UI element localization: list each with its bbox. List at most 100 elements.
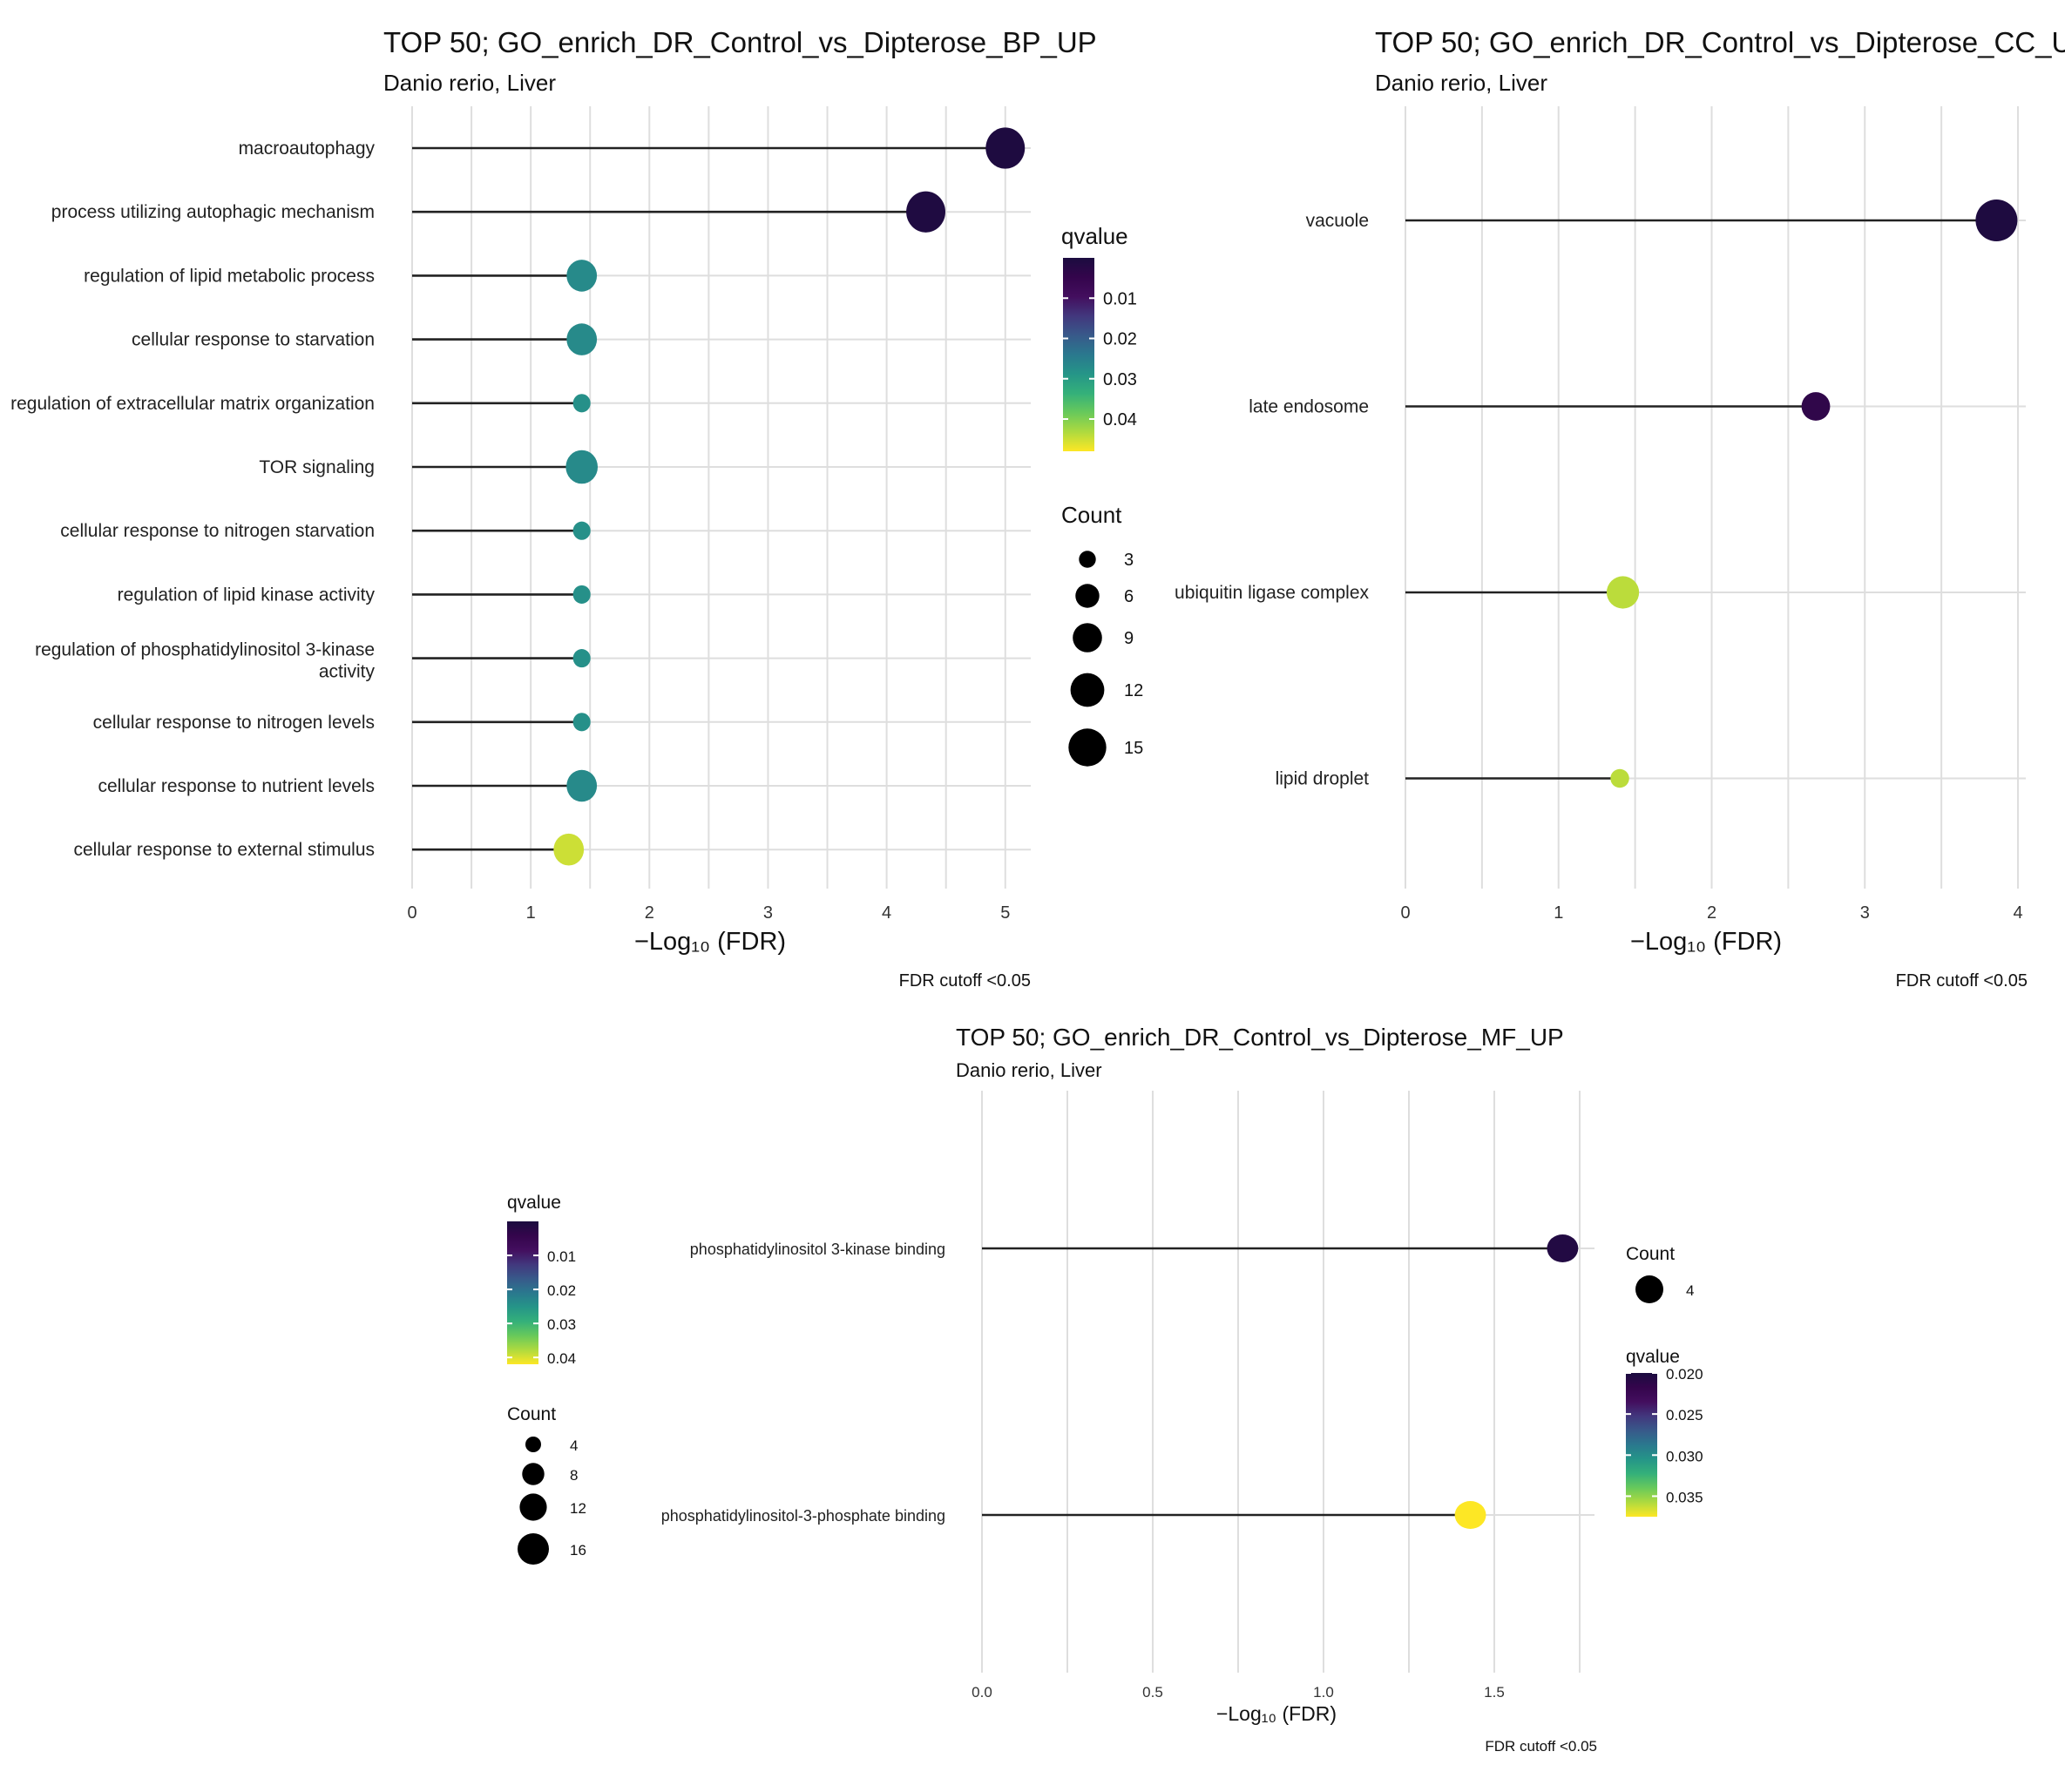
count-legend-dot — [1079, 551, 1096, 568]
chart-title: TOP 50; GO_enrich_DR_Control_vs_Dipteros… — [383, 26, 1097, 58]
lollipop-point — [1454, 1501, 1486, 1529]
x-tick-label: 5 — [1000, 903, 1010, 923]
count-legend-dot — [1635, 1275, 1663, 1303]
lollipop-point — [985, 127, 1026, 169]
x-tick-label: 2 — [1707, 903, 1716, 923]
x-axis-title: −Log₁₀ (FDR) — [634, 928, 786, 956]
x-tick-label: 2 — [645, 903, 654, 923]
colorbar-tick-label: 0.04 — [1103, 410, 1137, 429]
x-tick-label: 3 — [763, 903, 773, 923]
qvalue-colorbar — [1626, 1373, 1657, 1517]
category-label: macroautophagy — [239, 139, 376, 159]
category-label: activity — [319, 662, 376, 682]
count-legend-title: Count — [1626, 1244, 1675, 1264]
shared-legend: qvalue 0.01 0.02 0.03 0.04 Count 4 8 12 16 — [507, 1193, 586, 1565]
colorbar-tick-label: 0.025 — [1666, 1407, 1703, 1423]
count-legend-label: 9 — [1124, 629, 1134, 648]
count-legend-dot — [1073, 623, 1102, 653]
category-label: phosphatidylinositol-3-phosphate binding — [661, 1507, 945, 1525]
count-legend-label: 6 — [1124, 587, 1134, 606]
lollipop-point — [553, 833, 585, 866]
category-label: cellular response to nitrogen levels — [93, 713, 375, 733]
x-tick-label: 1.0 — [1313, 1684, 1334, 1701]
qvalue-legend-title: qvalue — [507, 1193, 561, 1213]
count-legend-label: 4 — [1686, 1282, 1694, 1299]
colorbar-tick-label: 0.04 — [547, 1350, 576, 1367]
panel-cc: TOP 50; GO_enrich_DR_Control_vs_Dipteros… — [1175, 26, 2065, 991]
x-tick-label: 0 — [407, 903, 416, 923]
lollipop-point — [572, 649, 591, 668]
lollipop-point — [572, 713, 591, 732]
panel-bp: TOP 50; GO_enrich_DR_Control_vs_Dipteros… — [10, 26, 1143, 991]
lollipop-point — [572, 585, 591, 604]
count-legend-dot — [518, 1533, 549, 1565]
colorbar-tick-label: 0.03 — [547, 1316, 576, 1333]
fdr-cutoff-note: FDR cutoff <0.05 — [1896, 971, 2028, 991]
qvalue-legend-title: qvalue — [1061, 223, 1128, 249]
qvalue-legend-title: qvalue — [1626, 1347, 1680, 1367]
colorbar-tick-label: 0.02 — [547, 1282, 576, 1299]
count-legend-dot — [1070, 673, 1105, 707]
x-tick-label: 1 — [526, 903, 536, 923]
category-label: regulation of phosphatidylinositol 3-kin… — [35, 640, 375, 660]
lollipop-point — [1606, 576, 1640, 609]
category-label: regulation of lipid metabolic process — [84, 266, 375, 286]
count-legend-label: 4 — [570, 1437, 578, 1454]
lollipop-point — [1610, 768, 1629, 788]
x-tick-label: 3 — [1860, 903, 1870, 923]
chart-subtitle: Danio rerio, Liver — [383, 70, 556, 96]
fdr-cutoff-note: FDR cutoff <0.05 — [899, 971, 1031, 991]
x-tick-label: 0 — [1400, 903, 1410, 923]
category-label: ubiquitin ligase complex — [1175, 583, 1369, 603]
lollipop-point — [566, 769, 598, 802]
colorbar-tick-label: 0.01 — [1103, 289, 1137, 308]
colorbar-tick-label: 0.03 — [1103, 370, 1137, 389]
lollipop-point — [566, 260, 598, 292]
category-label: process utilizing autophagic mechanism — [51, 202, 375, 222]
lollipop-point — [1975, 199, 2018, 242]
count-legend-dot — [519, 1493, 547, 1521]
lollipop-point — [572, 394, 591, 413]
colorbar-tick-label: 0.030 — [1666, 1448, 1703, 1464]
lollipop-point — [1547, 1234, 1579, 1262]
x-tick-label: 4 — [882, 903, 891, 923]
category-label: cellular response to nutrient levels — [98, 776, 375, 796]
category-label: cellular response to external stimulus — [74, 840, 376, 860]
lollipop-point — [566, 323, 598, 355]
category-label: regulation of lipid kinase activity — [118, 585, 376, 605]
lollipop-point — [906, 191, 945, 233]
count-legend-label: 3 — [1124, 551, 1134, 570]
count-legend-label: 12 — [570, 1500, 586, 1517]
count-legend-label: 15 — [1124, 739, 1143, 758]
panel-mf: TOP 50; GO_enrich_DR_Control_vs_Dipteros… — [661, 1024, 1703, 1755]
count-legend-dot — [525, 1437, 541, 1452]
qvalue-colorbar — [507, 1221, 538, 1364]
lollipop-point — [565, 450, 599, 484]
category-label: late endosome — [1249, 397, 1369, 417]
category-label: cellular response to starvation — [132, 330, 375, 350]
count-legend-label: 16 — [570, 1542, 586, 1559]
lollipop-point — [1801, 392, 1831, 421]
chart-title: TOP 50; GO_enrich_DR_Control_vs_Dipteros… — [956, 1024, 1564, 1051]
category-label: phosphatidylinositol 3-kinase binding — [690, 1241, 945, 1258]
bp-legend: qvalue 0.01 0.02 0.03 0.04 Count 3 6 9 12 15 — [1061, 223, 1143, 767]
colorbar-tick-label: 0.02 — [1103, 330, 1137, 349]
count-legend-dot — [1068, 728, 1107, 767]
x-tick-label: 0.0 — [972, 1684, 992, 1701]
colorbar-tick-label: 0.035 — [1666, 1489, 1703, 1505]
count-legend-dot — [522, 1463, 545, 1485]
qvalue-colorbar — [1063, 258, 1094, 451]
chart-subtitle: Danio rerio, Liver — [1375, 70, 1547, 96]
category-label: regulation of extracellular matrix organ… — [10, 394, 375, 414]
chart-subtitle: Danio rerio, Liver — [956, 1059, 1102, 1081]
count-legend-dot — [1075, 584, 1100, 608]
count-legend-title: Count — [1061, 502, 1122, 528]
x-tick-label: 0.5 — [1142, 1684, 1163, 1701]
count-legend-title: Count — [507, 1404, 556, 1424]
x-axis-title: −Log₁₀ (FDR) — [1216, 1702, 1337, 1725]
x-tick-label: 1.5 — [1484, 1684, 1505, 1701]
colorbar-tick-label: 0.01 — [547, 1248, 576, 1265]
category-label: TOR signaling — [259, 457, 375, 477]
